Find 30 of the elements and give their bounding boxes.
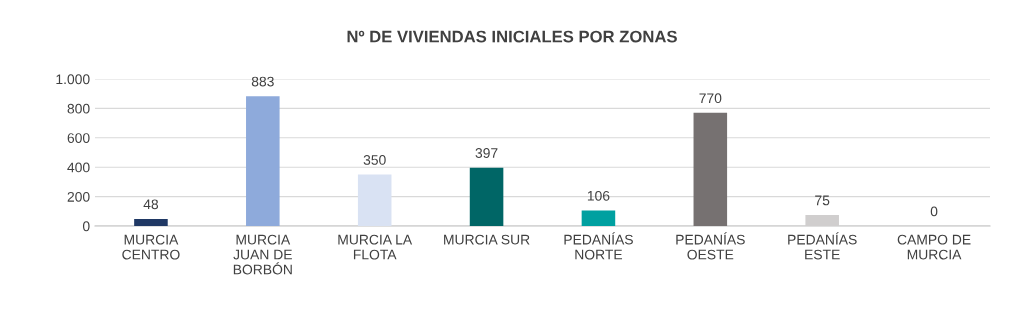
chart-title: Nº DE VIVIENDAS INICIALES POR ZONAS [347,30,677,43]
x-tick-label: MURCIA LA FLOTA [338,234,413,260]
data-label: 350 [363,155,386,165]
bar [357,174,392,226]
y-tick-label: 200 [67,191,90,202]
x-tick-label: PEDANÍAS NORTE [564,232,633,260]
x-tick-label: CAMPO DE MURCIA [897,234,971,260]
x-tick-label: MURCIA SUR [444,234,530,245]
y-tick-label: 400 [67,162,90,173]
x-tick-label: MURCIA CENTRO [122,234,180,260]
bar [469,167,504,226]
data-label: 106 [587,190,610,201]
data-label: 883 [251,76,274,87]
data-label: 0 [930,206,938,217]
data-label: 770 [699,93,722,104]
bar [805,214,839,226]
data-label: 397 [475,148,498,158]
data-label: 75 [815,195,830,206]
bar [693,112,728,226]
x-tick-label: PEDANÍAS ESTE [788,232,857,260]
data-label: 48 [143,199,159,210]
bar [134,218,168,226]
y-tick-label: 600 [67,133,90,143]
y-tick-label: 0 [82,221,90,232]
bar [246,96,280,226]
bar [581,210,616,226]
y-tick-label: 800 [67,103,90,114]
y-tick-label: 1.000 [56,74,90,85]
x-tick-label: MURCIA JUAN DE BORBÓN [233,234,292,275]
x-tick-label: PEDANÍAS OESTE [676,232,745,260]
